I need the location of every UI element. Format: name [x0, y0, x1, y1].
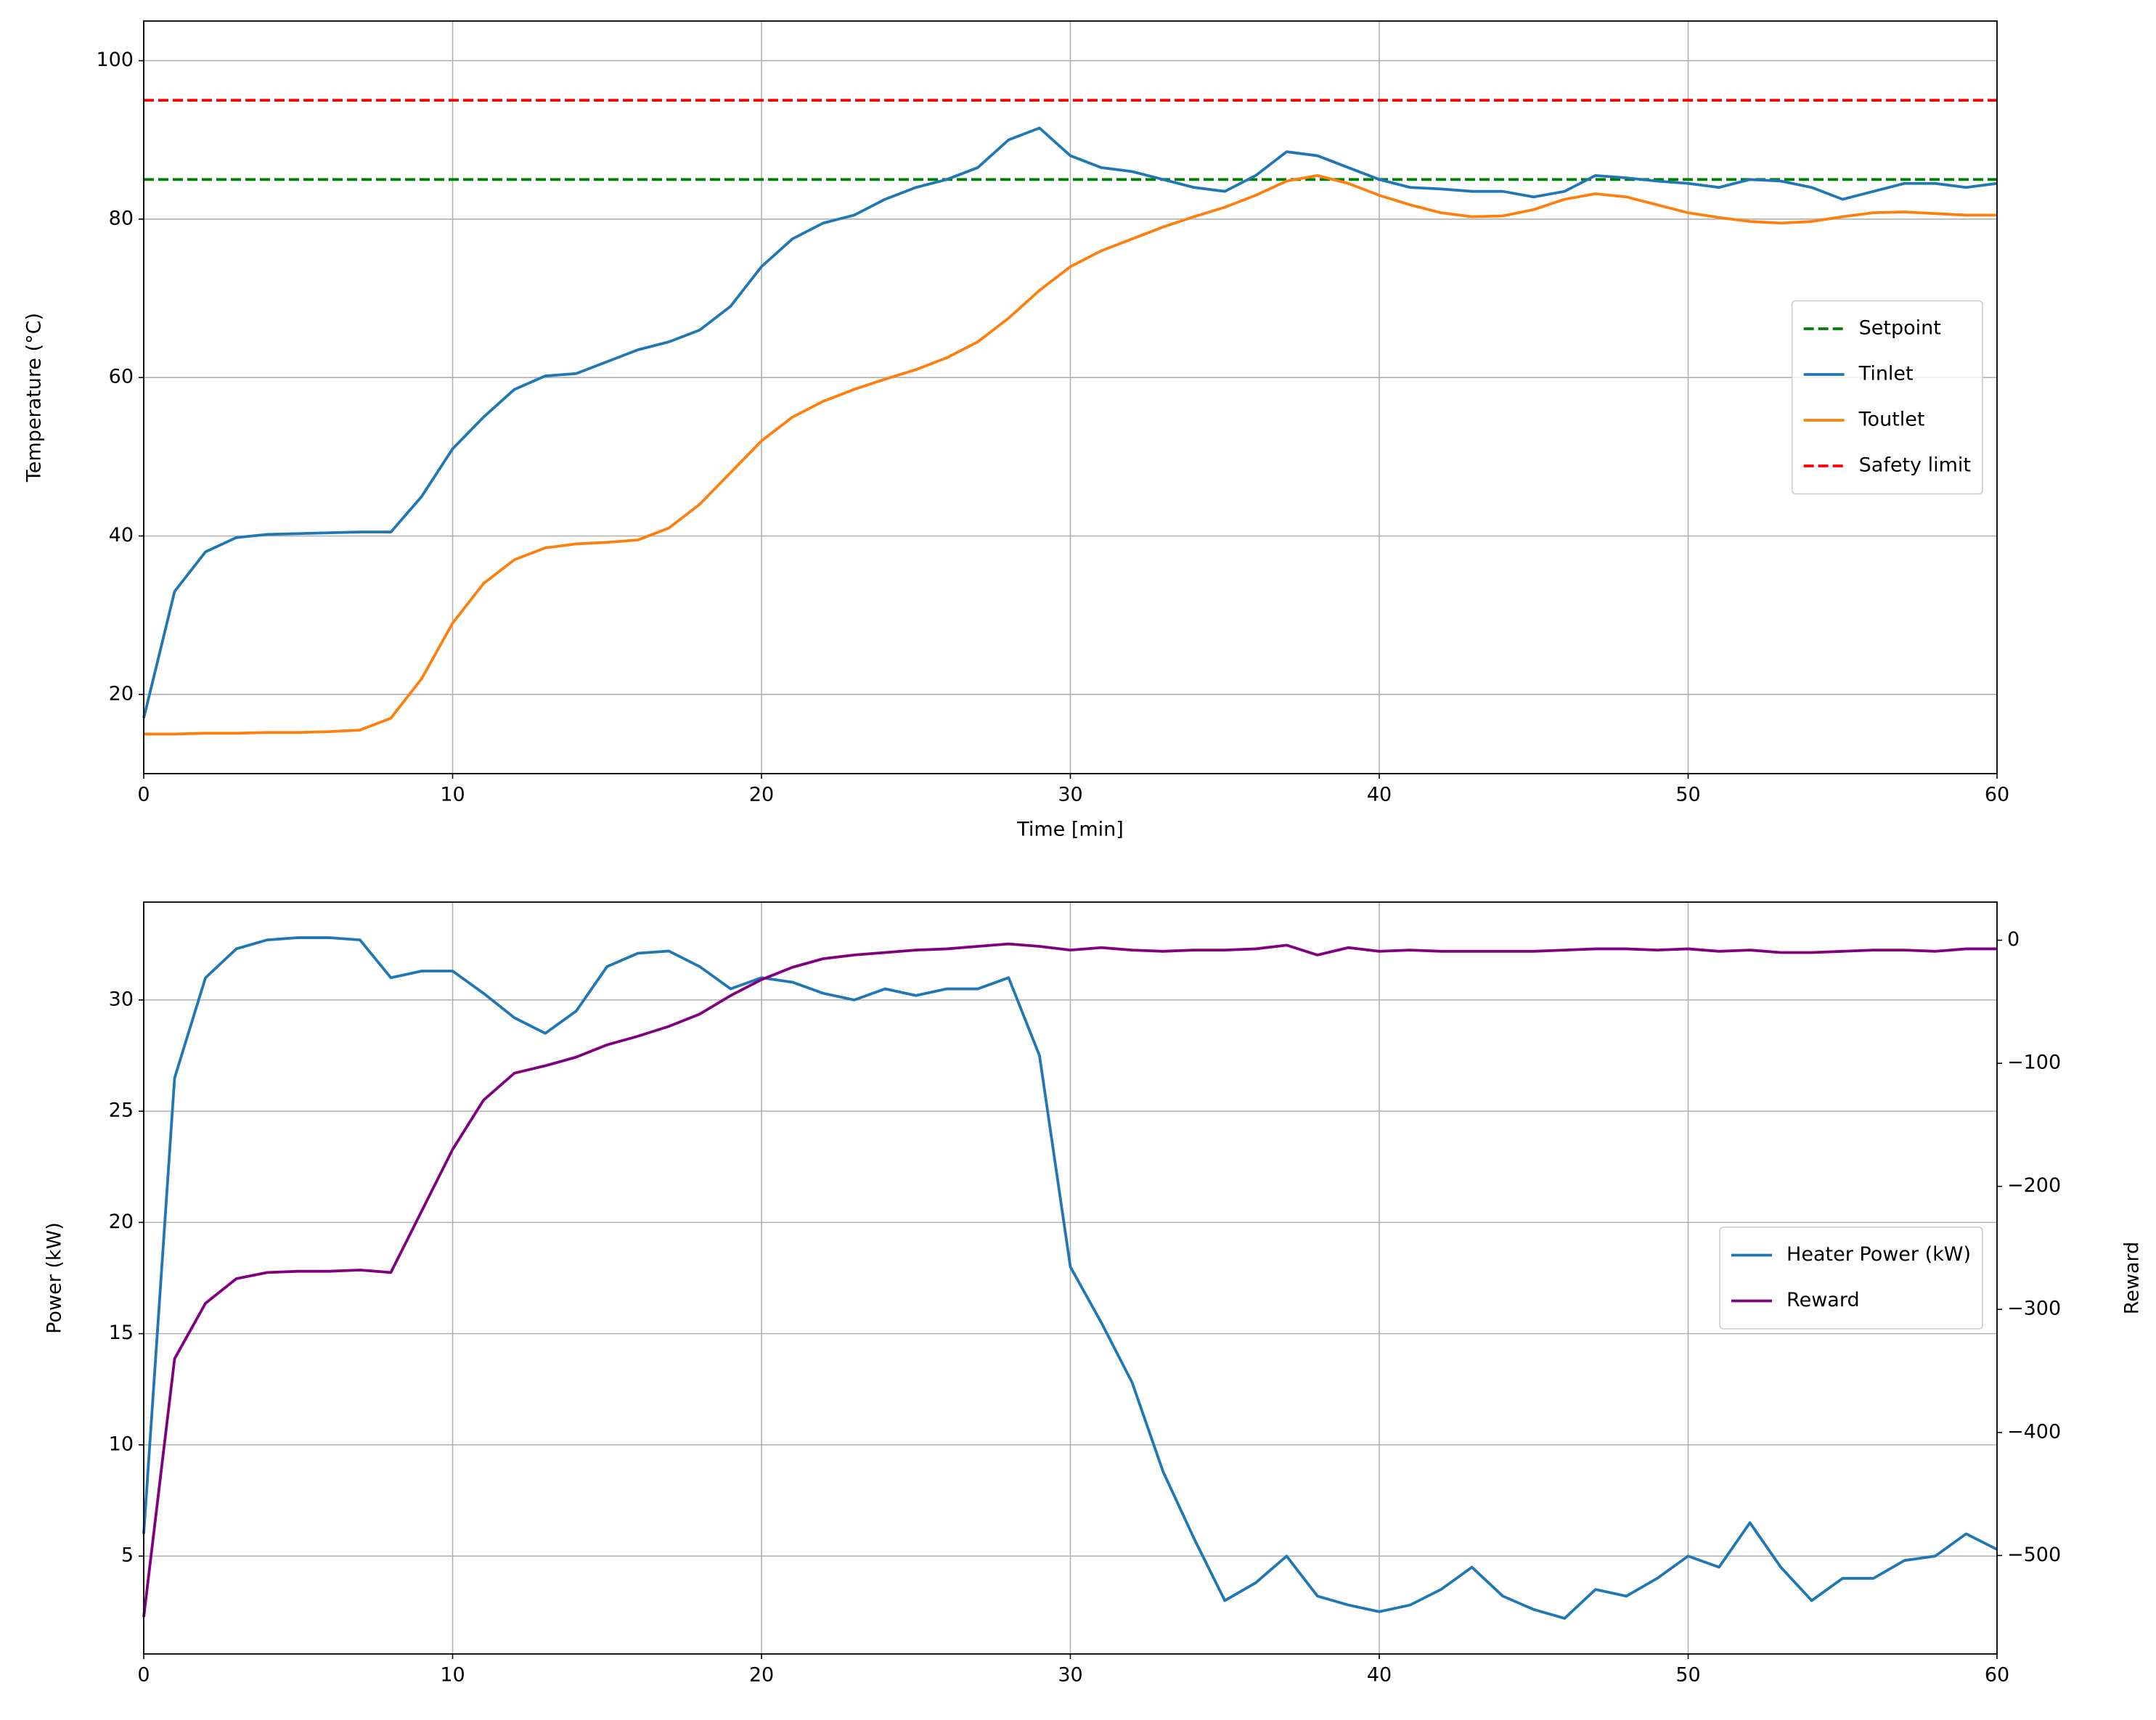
y-tick-label: 40	[109, 524, 134, 546]
x-tick-label: 50	[1675, 784, 1700, 806]
y-tick-label: 15	[109, 1322, 134, 1344]
series-line	[142, 126, 1998, 719]
y2-tick-label: −200	[2007, 1174, 2061, 1197]
legend-label: Safety limit	[1859, 454, 1971, 477]
y2-tick-label: 0	[2007, 928, 2020, 951]
x-tick-label: 10	[440, 1664, 465, 1687]
y-axis-label: Power (kW)	[44, 1222, 66, 1334]
y-tick-label: 20	[109, 682, 134, 705]
x-tick-label: 30	[1058, 784, 1082, 806]
x-tick-label: 30	[1058, 1664, 1082, 1687]
plot-frame	[143, 901, 1998, 1655]
legend-label: Toutlet	[1858, 409, 1925, 431]
y-tick-label: 10	[109, 1433, 134, 1455]
x-tick-label: 0	[137, 1664, 150, 1687]
series-line	[142, 936, 1998, 1620]
plot-frame	[143, 20, 1998, 774]
y2-tick-label: −400	[2007, 1420, 2061, 1443]
x-tick-label: 0	[137, 784, 150, 806]
x-tick-label: 60	[1985, 784, 2009, 806]
y2-tick-label: −300	[2007, 1298, 2061, 1320]
y-tick-label: 25	[109, 1099, 134, 1122]
y-axis-label: Temperature (°C)	[23, 313, 46, 483]
x-tick-label: 10	[440, 784, 465, 806]
legend-box	[1791, 300, 1983, 495]
x-tick-label: 40	[1367, 784, 1392, 806]
legend-box	[1719, 1226, 1983, 1330]
y-tick-label: 60	[109, 366, 134, 388]
y2-tick-label: −500	[2007, 1544, 2061, 1566]
y-tick-label: 100	[96, 49, 134, 71]
y-tick-label: 20	[109, 1211, 134, 1233]
legend-label: Tinlet	[1858, 363, 1914, 385]
y2-tick-label: −100	[2007, 1052, 2061, 1074]
y-tick-label: 30	[109, 988, 134, 1010]
legend-label: Heater Power (kW)	[1787, 1243, 1971, 1266]
x-tick-label: 40	[1367, 1664, 1392, 1687]
x-tick-label: 20	[749, 784, 774, 806]
legend-label: Reward	[1787, 1289, 1860, 1311]
y-tick-label: 80	[109, 207, 134, 229]
y-tick-label: 5	[121, 1544, 134, 1567]
legend: Setpoint Tinlet Toutlet Safety limit	[1791, 300, 1983, 495]
x-tick-label: 60	[1985, 1664, 2009, 1687]
x-tick-label: 20	[749, 1664, 774, 1687]
x-axis-label: Time [min]	[1016, 819, 1124, 841]
series-line	[144, 173, 1997, 736]
legend: Heater Power (kW) Reward	[1719, 1226, 1983, 1330]
legend-label: Setpoint	[1859, 317, 1941, 340]
x-tick-label: 50	[1675, 1664, 1700, 1687]
series-line	[142, 942, 1997, 1618]
y2-axis-label: Reward	[2121, 1242, 2144, 1315]
